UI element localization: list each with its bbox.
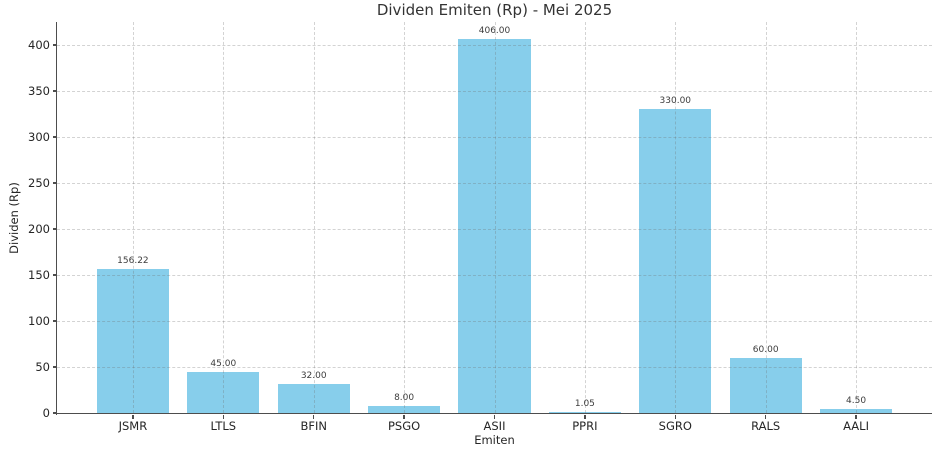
y-tick-label: 100	[28, 313, 50, 328]
x-tick-mark	[493, 414, 496, 419]
bar-value-label: 32.00	[300, 370, 327, 381]
x-tick-label: RALS	[751, 419, 781, 433]
x-tick-label: JSMR	[118, 419, 148, 433]
bar	[819, 408, 893, 413]
x-tick-mark	[313, 414, 315, 419]
bar	[367, 405, 441, 413]
y-axis-label: Dividen (Rp)	[7, 182, 21, 254]
y-tick-mark	[52, 44, 57, 46]
y-tick-mark	[52, 182, 57, 184]
gridline-horizontal	[57, 137, 932, 138]
x-tick-label: SGRO	[658, 419, 692, 433]
y-tick-label: 50	[35, 359, 50, 374]
bar-value-label: 1.05	[574, 399, 595, 410]
x-tick-mark	[132, 414, 134, 419]
x-tick-label: PPRI	[572, 419, 598, 433]
x-tick-mark	[403, 414, 405, 419]
gridline-vertical	[856, 22, 858, 413]
gridline-vertical	[494, 22, 496, 413]
x-tick-mark	[584, 414, 586, 419]
x-tick-mark	[674, 414, 676, 419]
x-axis-label: Emiten	[474, 433, 515, 447]
bar	[277, 383, 350, 413]
bar-value-label: 330.00	[659, 96, 692, 107]
x-tick-label: ASII	[483, 419, 506, 433]
gridline-vertical	[765, 22, 767, 413]
gridline-horizontal	[57, 321, 932, 322]
gridline-vertical	[584, 22, 586, 413]
gridline-vertical	[404, 22, 406, 413]
x-tick-label: PSGO	[387, 419, 421, 433]
gridline-horizontal	[57, 367, 932, 368]
bar-value-label: 4.50	[846, 395, 867, 406]
y-tick-label: 200	[28, 221, 50, 236]
y-tick-mark	[52, 412, 57, 414]
gridline-horizontal	[57, 229, 932, 230]
gridline-horizontal	[57, 183, 932, 184]
x-tick-label: BFIN	[300, 419, 327, 433]
gridline-vertical	[313, 22, 315, 413]
x-tick-mark	[764, 414, 767, 419]
y-tick-mark	[52, 320, 57, 322]
x-axis-spine	[55, 412, 932, 415]
bar-value-label: 8.00	[394, 392, 415, 403]
bar-value-label: 156.22	[117, 256, 149, 267]
y-axis-spine	[55, 22, 58, 415]
chart-title: Dividen Emiten (Rp) - Mei 2025	[376, 1, 613, 19]
y-tick-mark	[52, 274, 57, 276]
bar-value-label: 406.00	[478, 26, 511, 37]
y-tick-label: 350	[28, 83, 50, 98]
bar	[96, 269, 170, 413]
gridline-vertical	[132, 22, 134, 413]
x-tick-label: LTLS	[210, 419, 237, 433]
bar-value-label: 45.00	[210, 358, 237, 369]
bars-layer	[57, 22, 932, 413]
bar	[639, 109, 712, 413]
gridline-horizontal	[57, 45, 932, 46]
gridline-vertical	[675, 22, 677, 413]
y-tick-label: 400	[28, 37, 50, 52]
bar-value-label: 60.00	[752, 344, 779, 355]
y-tick-mark	[52, 366, 57, 368]
value-labels-layer: 156.22 45.00 32.00 8.00 406.00 1.05 330.00 60.0…	[57, 22, 932, 413]
x-tick-label: AALI	[843, 419, 869, 433]
bar	[458, 39, 531, 413]
gridline-horizontal	[57, 275, 932, 276]
grid-layer	[57, 22, 932, 413]
gridline-horizontal	[57, 91, 932, 92]
x-tick-mark	[855, 414, 857, 419]
y-tick-label: 150	[28, 267, 50, 282]
bar	[729, 357, 802, 413]
y-tick-mark	[52, 136, 57, 138]
y-tick-label: 300	[28, 129, 50, 144]
y-tick-mark	[52, 228, 57, 230]
gridline-vertical	[223, 22, 225, 413]
bar	[548, 412, 622, 413]
y-tick-mark	[52, 90, 57, 92]
x-tick-mark	[222, 414, 224, 419]
plot-area: 156.22 45.00 32.00 8.00 406.00 1.05 330.00 60.0…	[57, 22, 932, 413]
y-tick-label: 0	[42, 405, 50, 420]
bar	[187, 371, 260, 413]
y-tick-label: 250	[28, 175, 50, 190]
